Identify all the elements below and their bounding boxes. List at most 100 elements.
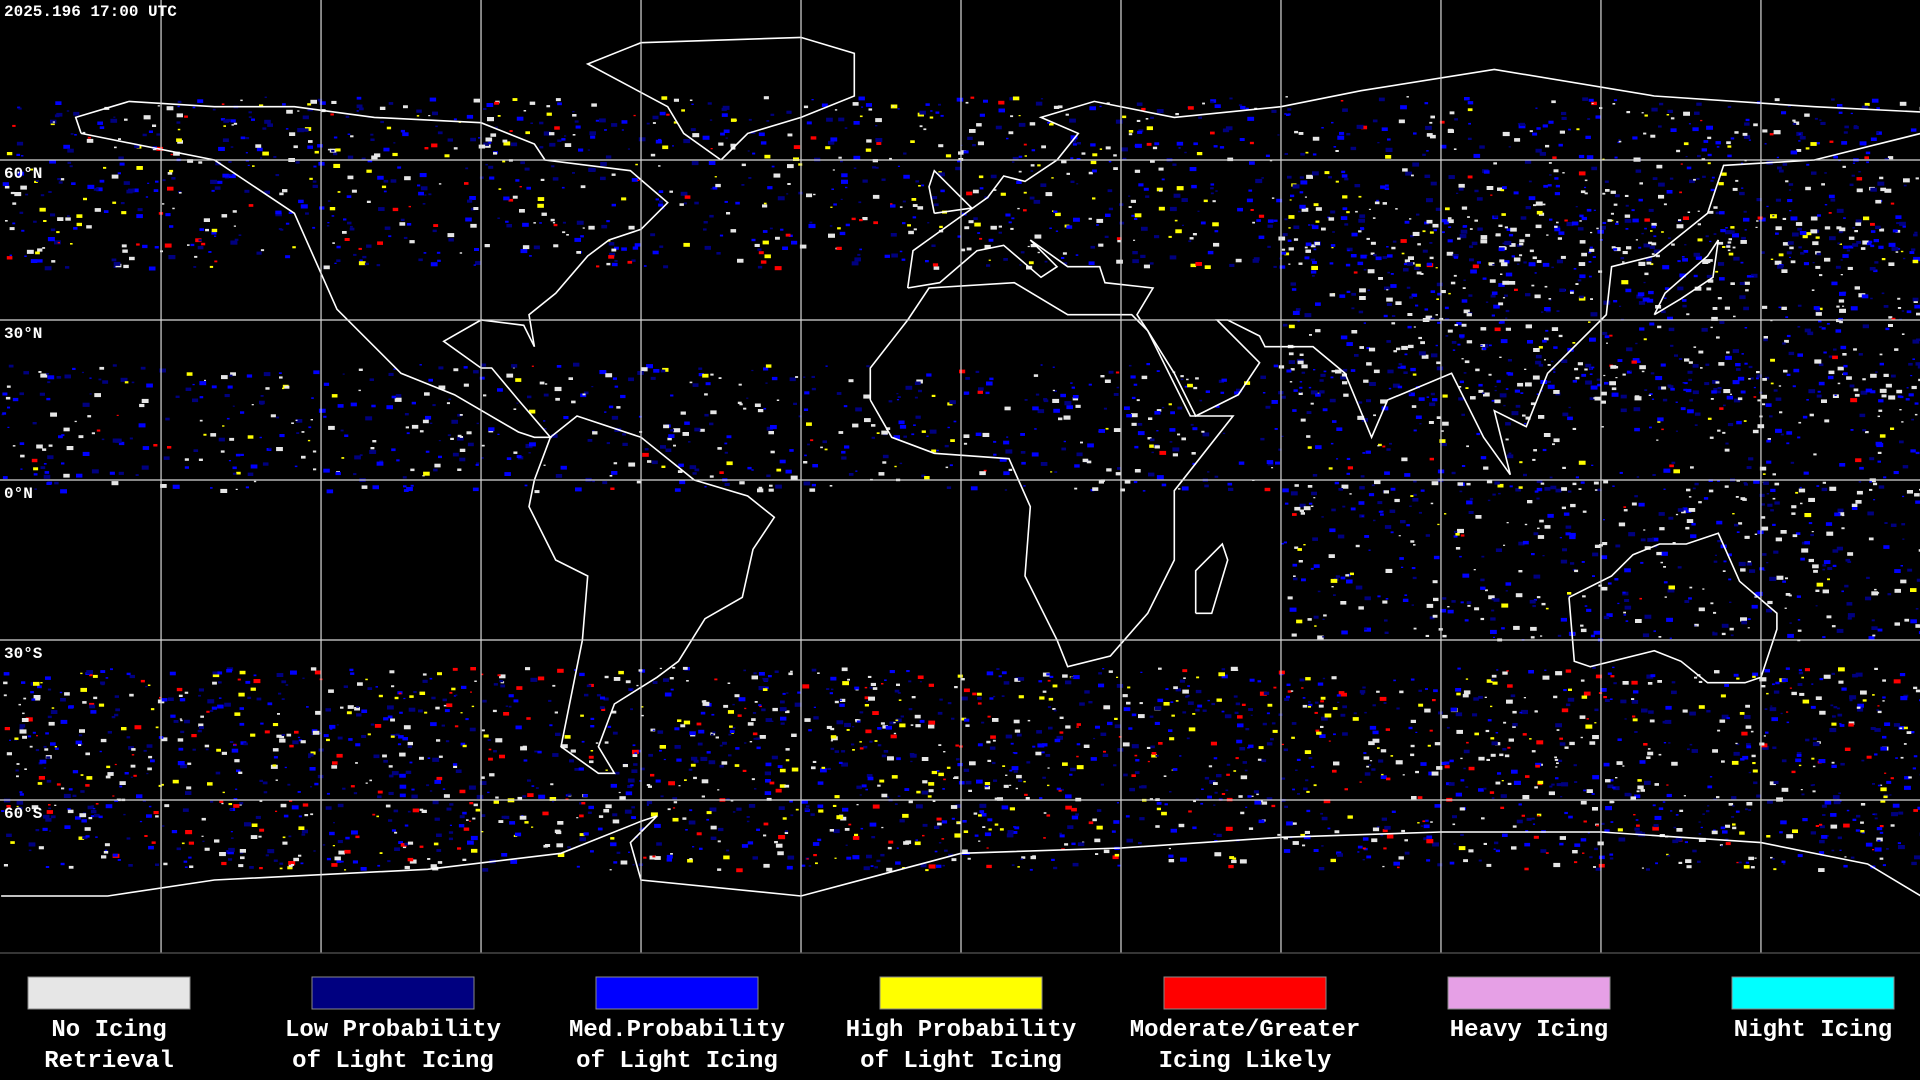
icing-pixel (839, 703, 845, 707)
icing-pixel (535, 787, 539, 789)
icing-pixel (1878, 245, 1884, 249)
icing-pixel (1811, 289, 1815, 291)
icing-pixel (1634, 427, 1640, 432)
icing-pixel (1791, 691, 1797, 696)
icing-pixel (1798, 671, 1804, 675)
icing-pixel (1556, 259, 1563, 264)
icing-pixel (1012, 831, 1018, 834)
icing-pixel (425, 415, 432, 420)
icing-pixel (1757, 216, 1763, 220)
icing-pixel (862, 179, 868, 183)
icing-pixel (304, 814, 309, 817)
icing-pixel (801, 799, 808, 804)
icing-pixel (670, 688, 674, 691)
icing-pixel (162, 179, 166, 182)
icing-pixel (215, 771, 221, 775)
icing-pixel (692, 472, 697, 475)
icing-pixel (611, 710, 617, 714)
icing-pixel (936, 817, 942, 821)
icing-pixel (516, 116, 524, 121)
icing-pixel (358, 247, 362, 250)
icing-pixel (1340, 100, 1344, 102)
icing-pixel (1604, 829, 1610, 833)
icing-pixel (827, 767, 831, 770)
icing-pixel (203, 433, 207, 436)
icing-pixel (613, 462, 618, 465)
icing-pixel (985, 391, 990, 395)
icing-pixel (1103, 750, 1106, 753)
icing-pixel (1447, 219, 1454, 224)
icing-pixel (1346, 472, 1350, 475)
icing-pixel (219, 852, 226, 857)
icing-pixel (1126, 701, 1131, 705)
icing-pixel (1553, 346, 1558, 349)
icing-pixel (1103, 407, 1107, 410)
icing-pixel (1114, 853, 1120, 857)
icing-pixel (404, 413, 409, 416)
icing-pixel (950, 439, 955, 442)
icing-pixel (1744, 229, 1747, 231)
icing-pixel (1667, 237, 1671, 239)
icing-pixel (813, 716, 819, 720)
icing-pixel (1023, 191, 1027, 194)
icing-pixel (1529, 130, 1533, 133)
icing-pixel (903, 152, 907, 155)
icing-pixel (1719, 844, 1723, 846)
icing-pixel (1137, 130, 1143, 134)
icing-pixel (1525, 293, 1531, 297)
icing-pixel (1423, 837, 1428, 841)
icing-pixel (1833, 348, 1837, 351)
icing-pixel (453, 147, 458, 150)
icing-pixel (323, 415, 327, 418)
icing-pixel (1915, 362, 1920, 366)
icing-pixel (185, 387, 192, 391)
icing-pixel (989, 746, 996, 750)
icing-pixel (592, 431, 598, 435)
icing-pixel (1866, 161, 1869, 164)
icing-pixel (1792, 232, 1799, 237)
icing-pixel (944, 444, 949, 448)
icing-pixel (1482, 277, 1487, 280)
icing-pixel (1105, 427, 1109, 430)
icing-pixel (432, 404, 436, 407)
icing-pixel (1363, 379, 1369, 383)
icing-pixel (1618, 837, 1626, 842)
icing-pixel (465, 718, 469, 721)
icing-pixel (1463, 749, 1470, 754)
icing-pixel (437, 131, 443, 135)
icing-pixel (651, 460, 658, 465)
icing-pixel (957, 235, 962, 238)
icing-pixel (60, 489, 67, 494)
icing-pixel (1137, 423, 1143, 426)
icing-pixel (152, 124, 157, 127)
icing-pixel (39, 392, 45, 396)
icing-pixel (1610, 190, 1616, 194)
icing-pixel (1726, 717, 1730, 720)
icing-pixel (227, 385, 233, 389)
icing-pixel (459, 252, 463, 254)
icing-pixel (1410, 753, 1415, 757)
icing-pixel (1330, 442, 1334, 445)
icing-pixel (1320, 696, 1326, 700)
icing-pixel (449, 803, 454, 806)
icing-pixel (1298, 210, 1301, 213)
icing-pixel (1707, 785, 1713, 789)
icing-pixel (1688, 361, 1693, 364)
icing-pixel (552, 177, 559, 181)
icing-pixel (179, 698, 186, 702)
icing-pixel (1879, 434, 1886, 438)
icing-pixel (687, 859, 693, 863)
icing-pixel (1603, 374, 1606, 377)
icing-pixel (902, 813, 909, 818)
icing-pixel (1498, 224, 1503, 227)
icing-pixel (830, 137, 838, 142)
icing-pixel (1239, 138, 1245, 141)
icing-pixel (6, 752, 12, 756)
icing-pixel (1024, 155, 1027, 157)
icing-pixel (1448, 292, 1451, 295)
icing-pixel (1204, 484, 1209, 488)
icing-pixel (19, 442, 25, 445)
icing-pixel (1011, 217, 1015, 220)
icing-pixel (1858, 353, 1863, 356)
icing-pixel (1503, 404, 1506, 407)
